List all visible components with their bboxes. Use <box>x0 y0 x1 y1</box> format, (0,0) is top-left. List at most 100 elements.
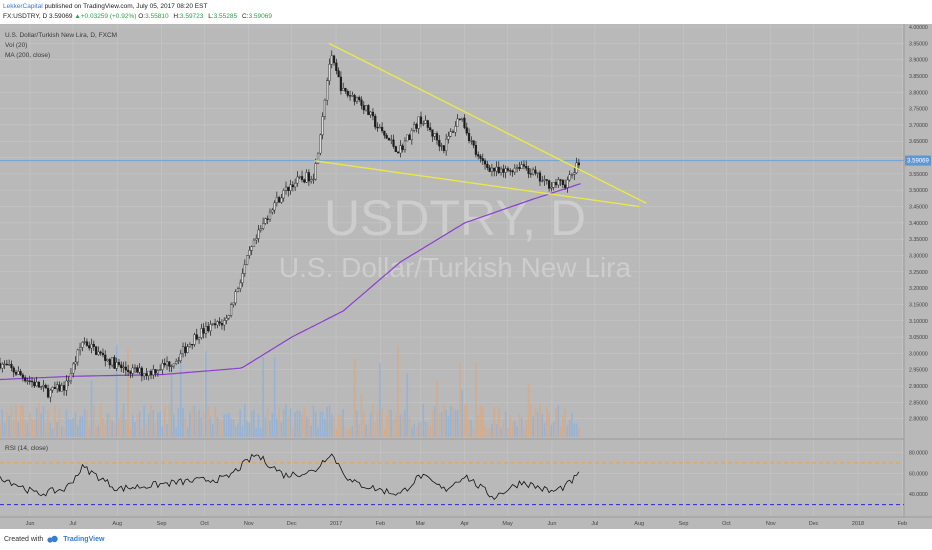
candle-body <box>394 146 397 153</box>
trendline-lower[interactable] <box>314 160 640 208</box>
footer-created: Created with <box>4 535 44 543</box>
ohlc-low-key: L: <box>208 13 214 20</box>
rsi-pane[interactable] <box>0 440 904 517</box>
volume-bar <box>244 403 246 437</box>
price-tick: 2.90000 <box>909 384 928 390</box>
volume-bar <box>175 427 177 437</box>
volume-bar <box>415 426 418 437</box>
candle-body <box>353 95 356 102</box>
candle-body <box>307 172 310 182</box>
volume-bar <box>470 420 473 437</box>
candle-body <box>339 76 343 91</box>
candle-body <box>557 179 560 186</box>
trendlines[interactable] <box>314 42 647 208</box>
up-arrow-icon: ▲ <box>74 13 81 20</box>
candle-body <box>387 137 391 141</box>
volume-bar <box>305 416 308 437</box>
volume-bar <box>523 427 525 437</box>
volume-bar <box>136 413 139 437</box>
volume-bar <box>335 428 338 437</box>
candle-body <box>108 359 111 366</box>
volume-bar <box>65 409 68 437</box>
volume-bar <box>19 405 22 437</box>
candle-body <box>559 179 562 181</box>
grid <box>0 24 904 516</box>
price-tick: 3.75000 <box>909 107 928 113</box>
volume-bar <box>486 428 489 437</box>
volume-bar <box>182 408 184 437</box>
candle-body <box>154 369 157 374</box>
volume-bar <box>369 412 372 437</box>
volume-bar <box>72 418 75 437</box>
volume-bar <box>214 406 216 437</box>
time-tick: Sep <box>157 521 167 527</box>
volume-bar <box>271 412 274 437</box>
volume-bar <box>552 422 555 437</box>
volume-bar <box>17 421 20 437</box>
volume-bar <box>532 416 534 437</box>
candle-body <box>511 170 514 173</box>
candle-body <box>415 124 418 129</box>
candle-body <box>220 323 224 326</box>
volume-bar <box>436 380 438 437</box>
time-tick: Sep <box>679 521 689 527</box>
candle-body <box>342 88 345 91</box>
volume-bar <box>497 406 500 437</box>
publish-info: published on TradingView.com, July 05, 2… <box>44 3 208 10</box>
candle-body <box>53 386 57 390</box>
time-axis[interactable] <box>0 517 932 529</box>
candle-body <box>149 370 153 376</box>
volume-bar <box>147 413 150 437</box>
volume-bar <box>285 404 287 437</box>
candle-body <box>543 179 546 181</box>
volume-bar <box>95 426 97 437</box>
candle-body <box>106 359 109 361</box>
time-tick: Jul <box>69 521 76 527</box>
candle-body <box>223 320 226 326</box>
ohlc-low-value: 3.55285 <box>213 13 238 20</box>
tradingview-logo-icon <box>47 535 58 543</box>
candle-body <box>413 124 416 131</box>
trendline-upper[interactable] <box>328 42 647 204</box>
price-tick: 2.85000 <box>909 400 928 406</box>
volume-bar <box>131 415 134 437</box>
candle-body <box>577 162 580 166</box>
candle-body <box>56 384 59 390</box>
volume-bar <box>408 417 411 437</box>
volume-bar <box>209 416 212 437</box>
candle-body <box>90 343 93 349</box>
footer-brand[interactable]: TradingView <box>63 535 105 543</box>
candle-body <box>390 139 393 141</box>
candle-body <box>392 139 395 147</box>
candle-body <box>143 373 146 377</box>
price-tick: 3.90000 <box>909 58 928 64</box>
candle-body <box>266 218 269 220</box>
volume-bar <box>321 411 324 437</box>
volume-bar <box>411 428 413 437</box>
volume-bar <box>337 414 340 437</box>
price-tick: 3.30000 <box>909 253 928 259</box>
volume-bar <box>388 408 390 437</box>
volume-bar <box>257 414 260 437</box>
volume-bar <box>179 352 182 437</box>
volume-bar <box>8 415 10 437</box>
volume-bar <box>298 410 301 437</box>
candle-body <box>104 354 107 361</box>
author-link[interactable]: LekkerCapital <box>3 3 43 10</box>
price-axis[interactable] <box>904 24 932 517</box>
volume-bar <box>15 404 17 437</box>
volume-bar <box>395 413 397 437</box>
volume-bar <box>344 426 347 437</box>
volume-bar <box>83 409 86 437</box>
volume-bar <box>481 406 484 437</box>
watermark-name: U.S. Dollar/Turkish New Lira <box>279 252 632 283</box>
volume-bar <box>248 422 251 437</box>
candle-body <box>552 182 555 188</box>
volume-bar <box>431 409 434 437</box>
volume-bar <box>223 414 226 437</box>
volume-bar <box>79 416 81 437</box>
candle-body <box>289 184 292 191</box>
volume-bar <box>433 406 436 437</box>
volume-bar <box>111 420 113 437</box>
